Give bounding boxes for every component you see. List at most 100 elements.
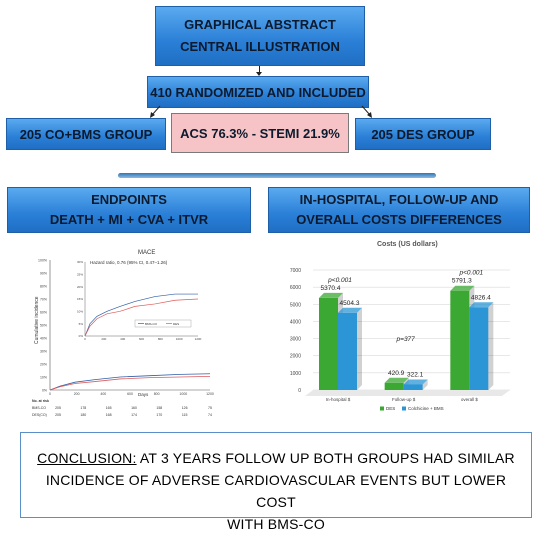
bar-top: [403, 379, 428, 385]
bar-category-label: In-hospital $: [326, 397, 351, 402]
endpoints-box: ENDPOINTS DEATH + MI + CVA + ITVR: [7, 187, 251, 233]
acs-box: ACS 76.3% - STEMI 21.9%: [171, 113, 349, 153]
bar-top: [338, 307, 362, 313]
km-x-tick: 400: [100, 392, 106, 396]
bar-y-tick: 7000: [290, 268, 301, 274]
bar-value-label: 4504.3: [340, 300, 360, 307]
header-box: GRAPHICAL ABSTRACT CENTRAL ILLUSTRATION: [155, 6, 365, 66]
group-left-label: 205 CO+BMS GROUP: [19, 126, 153, 142]
km-inset-x-tick: 800: [158, 337, 163, 341]
bar-category-label: overall $: [461, 397, 479, 402]
conclusion-line2: INCIDENCE OF ADVERSE CARDIOVASCULAR EVEN…: [45, 472, 507, 510]
bar-top: [319, 292, 343, 298]
km-xlabel: Days: [138, 392, 149, 397]
bar-top: [384, 377, 409, 383]
bar-des: [384, 382, 404, 390]
acs-label: ACS 76.3% - STEMI 21.9%: [180, 125, 340, 141]
randomized-label: 410 RANDOMIZED AND INCLUDED: [150, 84, 366, 100]
bar-legend-swatch: [402, 406, 406, 411]
divider-line: [118, 173, 436, 178]
arrowhead-down: [256, 72, 262, 76]
bar-legend-label: Colchicine + BMS: [408, 406, 444, 411]
bar-y-tick: 4000: [290, 319, 301, 325]
bar-value-label: 4826.4: [471, 294, 491, 301]
km-risk-value: 165: [106, 406, 112, 410]
bar-p-value: p=377: [396, 336, 416, 343]
bar-side: [357, 307, 362, 390]
km-ylabel: Cumulative incidence: [34, 296, 40, 344]
km-inset-curve-des: [84, 298, 199, 337]
bar-y-tick: 2000: [290, 354, 301, 360]
km-inset-x-tick: 1200: [195, 337, 202, 341]
km-title: MACE: [138, 250, 155, 256]
km-x-tick: 800: [154, 392, 160, 396]
costs-box: IN-HOSPITAL, FOLLOW-UP AND OVERALL COSTS…: [268, 187, 530, 233]
km-risk-value: 168: [106, 413, 112, 417]
header-line1: GRAPHICAL ABSTRACT: [184, 17, 336, 32]
bar-legend-label: DES: [386, 406, 395, 411]
bar-value-label: 322.1: [407, 371, 424, 378]
km-y-tick: 50%: [40, 324, 47, 328]
bar-p-value: p<0.001: [458, 270, 483, 277]
conclusion-box: CONCLUSION: AT 3 YEARS FOLLOW UP BOTH GR…: [20, 432, 532, 532]
bar-colchicine-bms: [469, 307, 489, 390]
km-legend-box: [134, 319, 192, 328]
bar-y-tick: 3000: [290, 337, 301, 343]
bar-side: [488, 302, 494, 390]
costs-bar-chart: Costs (US dollars) 0 1000 2000 3000 4000 5000…: [290, 241, 510, 411]
conclusion-line1: AT 3 YEARS FOLLOW UP BOTH GROUPS HAD SIM…: [136, 450, 515, 466]
km-legend-bms: BMS-CO: [145, 322, 158, 326]
randomized-box: 410 RANDOMIZED AND INCLUDED: [147, 76, 369, 108]
km-risk-value: 170: [156, 413, 162, 417]
bar-top: [450, 285, 475, 291]
km-y-tick: 90%: [40, 272, 47, 276]
km-inset-y-tick: 30%: [77, 260, 83, 264]
km-risk-value: 160: [131, 406, 137, 410]
bar-side: [422, 379, 428, 390]
group-right-box: 205 DES GROUP: [355, 118, 491, 150]
km-inset-curve-bms: [84, 293, 198, 337]
km-inset-x-tick: 400: [120, 337, 125, 341]
conclusion-line1-row: CONCLUSION: AT 3 YEARS FOLLOW UP BOTH GR…: [31, 447, 521, 469]
bar-floor: [305, 390, 510, 396]
km-x-tick: 200: [74, 392, 80, 396]
bar-colchicine-bms: [403, 384, 423, 390]
km-inset-y-tick: 0%: [79, 334, 84, 338]
km-inset-x-tick: 0: [84, 337, 86, 341]
km-inset-y-tick: 5%: [79, 322, 84, 326]
km-hazard: Hazard ratio, 0.76 (95% CI, 0.47–1.26): [90, 260, 168, 265]
bar-y-tick: 6000: [290, 285, 301, 291]
bar-y-tick: 0: [298, 388, 301, 394]
group-left-box: 205 CO+BMS GROUP: [6, 118, 166, 150]
km-inset-y-tick: 10%: [77, 310, 83, 314]
bar-legend-swatch: [380, 406, 384, 411]
km-y-tick: 0%: [42, 389, 47, 393]
km-legend-des: DES: [173, 322, 179, 326]
km-y-tick: 40%: [40, 337, 47, 341]
arrow-down: [259, 66, 260, 74]
conclusion-label: CONCLUSION:: [37, 450, 137, 466]
costs-line2: OVERALL COSTS DIFFERENCES: [296, 212, 502, 227]
km-risk-header: No. at risk: [32, 399, 49, 403]
km-risk-value: 126: [182, 406, 188, 410]
bar-chart-title: Costs (US dollars): [377, 241, 438, 248]
km-risk-row-label: DES(CO): [32, 413, 47, 417]
endpoints-line1: ENDPOINTS: [91, 192, 167, 207]
km-curve-des: [49, 375, 211, 391]
km-x-tick: 1200: [206, 392, 214, 396]
km-risk-value: 205: [55, 413, 61, 417]
km-inset-x-tick: 200: [101, 337, 106, 341]
endpoints-line2: DEATH + MI + CVA + ITVR: [49, 212, 209, 227]
km-risk-value: 74: [208, 413, 212, 417]
km-y-tick: 100%: [38, 259, 47, 263]
km-x-tick: 0: [49, 392, 51, 396]
km-risk-value: 158: [156, 406, 162, 410]
bar-des: [319, 297, 338, 390]
bar-value-label: 5370.4: [321, 285, 341, 292]
bar-value-label: 420.9: [388, 370, 405, 377]
km-inset-y-tick: 15%: [77, 297, 83, 301]
km-risk-row-label: BMS-CO: [32, 406, 46, 410]
header-line2: CENTRAL ILLUSTRATION: [180, 39, 340, 54]
km-risk-value: 205: [55, 406, 61, 410]
bar-y-tick: 1000: [290, 371, 301, 377]
